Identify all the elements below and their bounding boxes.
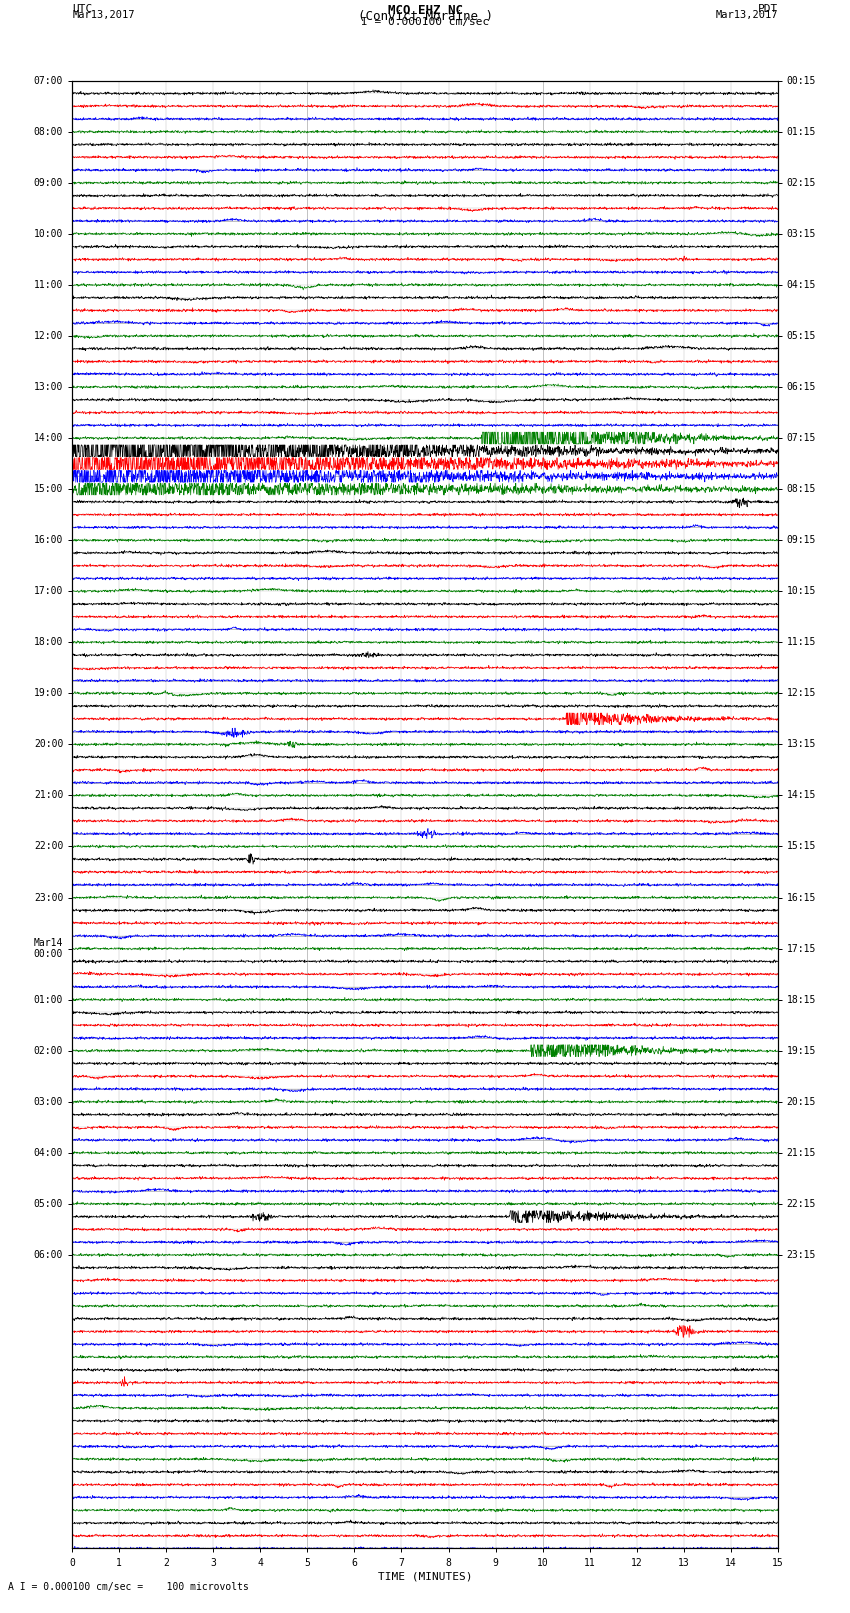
X-axis label: TIME (MINUTES): TIME (MINUTES) bbox=[377, 1571, 473, 1582]
Text: UTC: UTC bbox=[72, 5, 93, 15]
Text: (Convict Moraine ): (Convict Moraine ) bbox=[358, 11, 492, 24]
Text: MCO EHZ NC: MCO EHZ NC bbox=[388, 5, 462, 18]
Text: A I = 0.000100 cm/sec =    100 microvolts: A I = 0.000100 cm/sec = 100 microvolts bbox=[8, 1582, 249, 1592]
Text: I = 0.000100 cm/sec: I = 0.000100 cm/sec bbox=[361, 18, 489, 27]
Text: Mar13,2017: Mar13,2017 bbox=[72, 11, 135, 21]
Text: PDT: PDT bbox=[757, 5, 778, 15]
Text: Mar13,2017: Mar13,2017 bbox=[715, 11, 778, 21]
